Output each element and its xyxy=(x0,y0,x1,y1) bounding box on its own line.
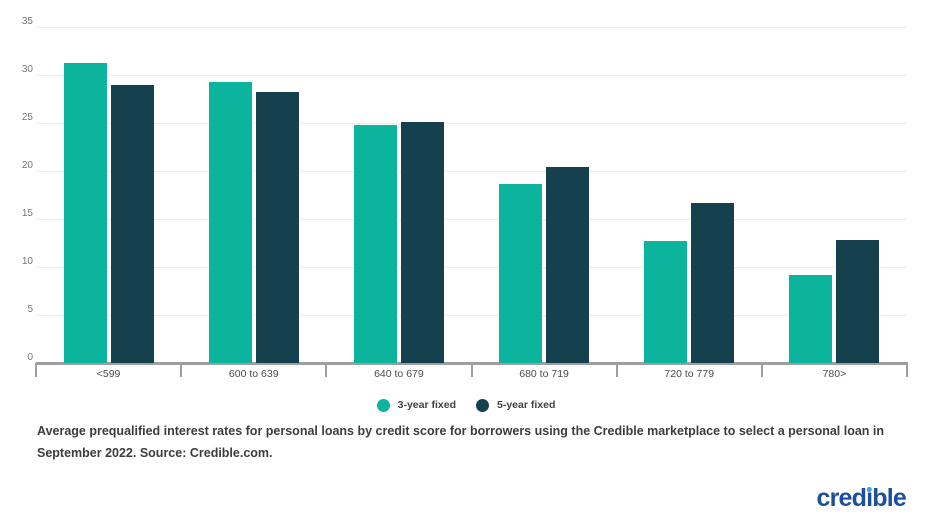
bar-3-year-fixed xyxy=(208,81,252,363)
gridline xyxy=(36,170,907,172)
legend-swatch xyxy=(376,398,390,412)
y-axis-label: 25 xyxy=(21,112,33,123)
legend-label: 3-year fixed xyxy=(397,399,456,411)
gridline xyxy=(36,266,907,268)
chart-caption: Average prequalified interest rates for … xyxy=(37,420,884,464)
gridline xyxy=(36,218,907,220)
y-axis-label: 0 xyxy=(27,352,33,363)
logo-text-pre: cred xyxy=(816,484,867,512)
bar-3-year-fixed xyxy=(353,124,397,363)
plot-area: 0 5 10 15 20 25 30 35 <599 600 to 639 640 to 679 68… xyxy=(21,16,908,380)
x-axis-label: 680 to 719 xyxy=(519,368,569,380)
bar-5-year-fixed xyxy=(255,92,299,363)
legend: 3-year fixed 5-year fixed xyxy=(0,396,932,414)
gridline xyxy=(36,74,907,76)
credible-logo: credı ble xyxy=(817,484,907,513)
y-axis-label: 20 xyxy=(21,160,33,171)
logo-letter-i: ı xyxy=(866,484,873,512)
legend-swatch xyxy=(476,398,489,412)
legend-label: 5-year fixed xyxy=(497,399,556,411)
logo-i-dot xyxy=(866,487,872,492)
bar-5-year-fixed xyxy=(400,122,444,363)
legend-item: 3-year fixed xyxy=(376,398,456,412)
logo-text-post: ble xyxy=(872,484,907,512)
y-axis-label: 15 xyxy=(21,208,33,219)
x-axis-tick xyxy=(35,363,37,377)
y-axis-label: 30 xyxy=(21,64,33,75)
y-axis-label: 35 xyxy=(21,16,33,27)
bar-5-year-fixed xyxy=(110,84,154,363)
x-axis-label: 600 to 639 xyxy=(228,368,279,380)
y-axis-label: 5 xyxy=(27,304,33,315)
x-axis-tick xyxy=(760,363,763,377)
bar-3-year-fixed xyxy=(499,184,543,363)
x-axis-tick xyxy=(325,363,328,377)
caption-line-2: September 2022. Source: Credible.com. xyxy=(37,446,273,460)
x-axis-tick xyxy=(906,363,908,377)
x-axis-label: 720 to 779 xyxy=(664,368,715,380)
legend-item: 5-year fixed xyxy=(476,398,556,412)
x-axis-tick xyxy=(470,363,473,377)
bar-5-year-fixed xyxy=(691,202,735,363)
bar-5-year-fixed xyxy=(546,167,590,363)
gridline xyxy=(36,26,907,28)
x-axis-label: <599 xyxy=(96,368,121,380)
x-axis-label: 640 to 679 xyxy=(374,368,424,380)
x-axis-tick xyxy=(180,363,183,377)
x-axis-label: 780> xyxy=(822,368,847,380)
x-axis-tick xyxy=(615,363,618,377)
bar-3-year-fixed xyxy=(644,241,688,363)
bar-5-year-fixed xyxy=(836,240,880,363)
gridline xyxy=(36,122,907,124)
caption-line-1: Average prequalified interest rates for … xyxy=(37,424,885,438)
gridline xyxy=(36,314,907,316)
bar-3-year-fixed xyxy=(63,63,107,363)
bar-3-year-fixed xyxy=(789,274,833,363)
y-axis-label: 10 xyxy=(21,256,33,267)
